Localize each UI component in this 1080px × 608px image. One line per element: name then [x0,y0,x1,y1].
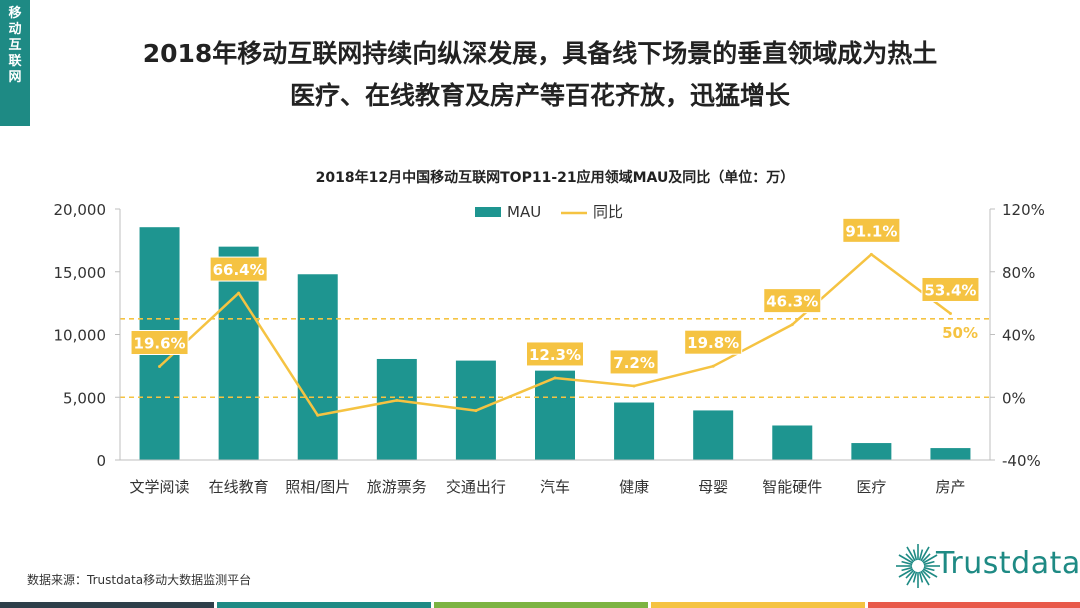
legend-label-mau: MAU [507,203,541,221]
data-label-box [130,330,189,356]
legend-label-yoy: 同比 [593,203,623,221]
sunburst-ray [901,560,913,566]
sunburst-ray [906,546,916,562]
data-label: 12.3% [529,346,581,364]
x-tick-label: 智能硬件 [762,478,822,496]
data-label: 91.1% [845,222,897,240]
point-yoy [632,384,636,388]
page-title-line2: 医疗、在线教育及房产等百花齐放，迅猛增长 [289,81,790,110]
data-label-box [684,329,743,355]
y-left-tick-label: 20,000 [54,201,107,219]
data-label-box [209,256,268,282]
point-yoy [158,365,162,369]
data-source: 数据来源：Trustdata移动大数据监测平台 [27,573,252,587]
footer-bar-5 [868,602,1080,608]
y-right-tick-label: 120% [1002,201,1045,219]
y-left-tick-label: 5,000 [63,389,106,407]
point-yoy [869,252,873,256]
bar-mau [930,448,971,460]
sunburst-ray [901,566,913,572]
point-yoy [948,311,952,315]
x-tick-label: 母婴 [698,478,728,496]
data-label: 66.4% [213,261,265,279]
x-tick-label: 交通出行 [446,478,506,496]
sunburst-ray [906,570,916,586]
sunburst-ray [923,560,935,566]
point-yoy [790,323,794,327]
sunburst-ray [922,554,938,564]
sunburst-ray [921,553,931,563]
sunburst-ray [920,570,930,586]
data-label-box [526,341,584,367]
y-right-tick-label: 80% [1002,264,1035,282]
bar-mau [772,425,813,460]
sunburst-icon [896,544,940,588]
reference-label: 50% [942,324,978,342]
sunburst-ray [918,549,924,561]
y-left-tick-label: 15,000 [54,264,107,282]
bar-mau [297,274,338,460]
point-yoy [395,398,399,402]
x-tick-label: 照相/图片 [285,478,350,496]
point-yoy [553,376,557,380]
x-tick-label: 旅游票务 [367,478,427,496]
sunburst-ray [912,571,918,583]
bar-mau [376,358,417,460]
chart-title: 2018年12月中国移动互联网TOP11-21应用领域MAU及同比（单位：万） [316,169,795,186]
footer-bar-2 [217,602,431,608]
data-label: 46.3% [766,293,818,311]
footer-bar-4 [651,602,865,608]
section-tab-notch [0,104,30,126]
legend-swatch-mau [475,207,501,217]
y-right-tick-label: 40% [1002,327,1035,345]
point-yoy [237,291,241,295]
point-yoy [316,413,320,417]
y-right-tick-label: 0% [1002,389,1026,407]
footer-bar-3 [434,602,648,608]
sunburst-ray [918,571,924,583]
x-tick-label: 健康 [619,478,649,496]
y-right-tick-label: -40% [1002,452,1041,470]
x-tick-label: 文学阅读 [130,478,190,496]
logo-text: Trustdata [936,546,1080,581]
sunburst-ray [923,566,935,572]
bar-mau [693,410,734,460]
x-tick-label: 医疗 [856,478,886,496]
sunburst-ray [905,553,915,563]
data-label: 7.2% [613,354,655,372]
sunburst-ray [912,549,918,561]
x-tick-label: 在线教育 [209,478,269,496]
sunburst-ray [898,568,914,578]
bar-mau [218,246,259,460]
sunburst-ray [898,554,914,564]
data-label-box [921,276,980,302]
section-tab-label: 移动互联网 [8,6,22,85]
trustdata-logo: Trustdata [892,538,1080,596]
y-left-tick-label: 0 [96,452,106,470]
bar-mau [535,370,575,460]
data-label-box [609,349,659,375]
sunburst-ray [922,568,938,578]
point-yoy [711,364,715,368]
bar-mau [851,443,892,460]
data-label-box [842,217,901,243]
sunburst-ray [905,569,915,579]
x-tick-label: 汽车 [540,478,570,496]
y-left-tick-label: 10,000 [54,327,107,345]
data-label: 19.6% [134,335,186,353]
page-title-line1: 2018年移动互联网持续向纵深发展，具备线下场景的垂直领域成为热土 [142,39,938,68]
sunburst-ray [921,569,931,579]
data-label: 19.8% [687,334,739,352]
bar-mau [614,402,655,460]
x-tick-label: 房产 [935,478,965,496]
footer-bar-1 [0,602,214,608]
point-yoy [474,409,478,413]
sunburst-ray [920,546,930,562]
data-label-box [763,288,822,314]
data-label: 53.4% [924,281,976,299]
